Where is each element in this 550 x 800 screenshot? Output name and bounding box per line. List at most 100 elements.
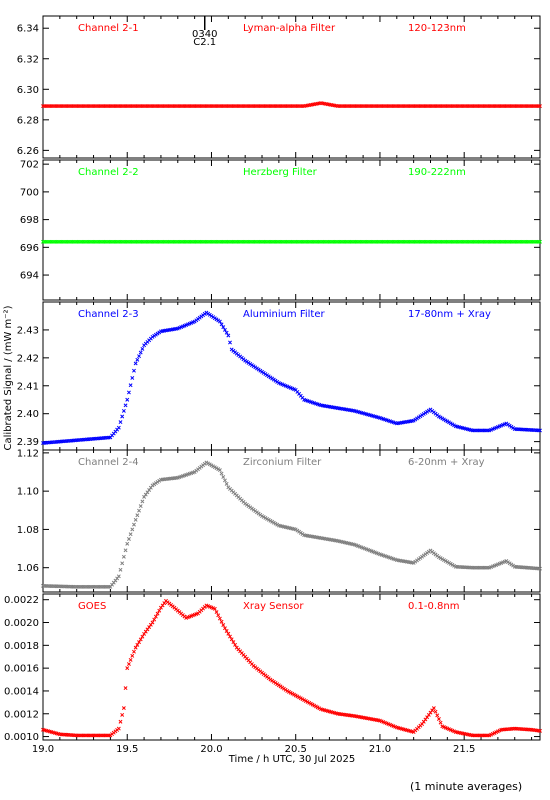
panel-filter-label: Aluminium Filter <box>243 309 326 320</box>
y-tick-label: 2.42 <box>17 353 39 364</box>
data-point <box>138 637 143 642</box>
data-point <box>226 333 231 338</box>
y-tick-label: 0.0010 <box>4 732 39 743</box>
panel-channel-label: Channel 2-1 <box>78 23 139 34</box>
y-tick-label: 0.0022 <box>4 595 39 606</box>
data-point <box>150 620 155 625</box>
panel-filter-label: Herzberg Filter <box>243 167 318 178</box>
data-point <box>121 554 126 559</box>
data-point <box>431 706 436 711</box>
data-point <box>153 614 158 619</box>
y-tick-label: 698 <box>20 215 39 226</box>
data-point <box>138 350 143 355</box>
data-point <box>120 414 125 419</box>
data-point <box>138 504 143 509</box>
data-point <box>118 719 123 724</box>
data-point <box>228 634 232 639</box>
y-tick-label: 702 <box>20 160 39 171</box>
panel-band-label: 0.1-0.8nm <box>408 601 460 612</box>
data-point <box>224 330 229 335</box>
data-point <box>221 623 226 627</box>
data-point <box>121 706 126 711</box>
y-tick-label: 6.28 <box>17 115 39 126</box>
data-point <box>538 728 542 733</box>
data-point <box>217 468 222 473</box>
data-point <box>135 513 140 518</box>
data-point <box>116 574 121 579</box>
panel-band-label: 120-123nm <box>408 23 466 34</box>
data-point <box>125 666 130 671</box>
data-point <box>212 606 217 611</box>
data-point <box>231 640 236 645</box>
y-tick-label: 700 <box>20 187 39 198</box>
data-point <box>126 662 131 666</box>
x-tick-label: 20.5 <box>285 744 307 755</box>
y-tick-label: 0.0016 <box>4 664 39 675</box>
data-point <box>123 403 128 408</box>
data-point <box>157 608 162 613</box>
data-point <box>128 657 133 662</box>
y-tick-label: 0.0014 <box>4 686 39 697</box>
panel-band-label: 6-20nm + Xray <box>408 457 485 468</box>
data-point <box>123 548 128 553</box>
y-tick-label: 694 <box>20 271 39 282</box>
data-point <box>128 532 133 537</box>
panel-channel-label: GOES <box>78 601 106 612</box>
y-tick-label: 0.0018 <box>4 641 39 652</box>
x-tick-label: 21.5 <box>453 744 475 755</box>
data-point <box>137 640 141 645</box>
data-point <box>224 629 229 633</box>
y-tick-label: 696 <box>20 243 39 254</box>
y-tick-label: 2.43 <box>17 325 39 336</box>
data-point <box>125 541 130 546</box>
data-point <box>135 357 140 362</box>
data-point <box>140 634 145 639</box>
y-tick-label: 0.0012 <box>4 709 39 720</box>
data-point <box>128 383 133 388</box>
y-tick-label: 2.41 <box>17 381 39 392</box>
data-point <box>116 726 121 731</box>
data-point <box>137 508 141 513</box>
flare-marker-time: 0340 <box>192 29 217 40</box>
flare-marker-class: C2.1 <box>193 37 216 48</box>
data-point <box>233 642 238 647</box>
panel-channel-label: Channel 2-4 <box>78 457 139 468</box>
data-point <box>152 617 157 622</box>
y-axis-label: Calibrated Signal / (mW m⁻²) <box>3 305 14 450</box>
data-point <box>538 239 542 244</box>
data-point <box>217 319 222 324</box>
data-point <box>135 642 140 647</box>
y-tick-label: 0.0020 <box>4 618 39 629</box>
data-series <box>41 239 542 244</box>
panel-filter-label: Xray Sensor <box>243 601 304 612</box>
panel-channel-label: Channel 2-3 <box>78 309 139 320</box>
data-point <box>132 649 136 654</box>
data-series <box>41 101 542 109</box>
data-point <box>120 712 125 717</box>
panel-frame <box>42 159 541 301</box>
data-point <box>123 686 128 691</box>
data-point <box>130 376 135 380</box>
data-point <box>221 325 226 330</box>
data-point <box>222 478 227 483</box>
y-tick-label: 1.08 <box>17 525 39 536</box>
data-point <box>438 720 443 725</box>
data-point <box>140 499 145 504</box>
data-point <box>538 566 542 571</box>
data-point <box>132 522 136 527</box>
panel-band-label: 17-80nm + Xray <box>408 309 491 320</box>
panel-band-label: 190-222nm <box>408 167 466 178</box>
panel-frame <box>42 15 541 159</box>
data-point <box>538 104 542 109</box>
data-point <box>133 517 138 522</box>
averaging-note: (1 minute averages) <box>410 780 523 793</box>
data-point <box>221 475 226 479</box>
y-tick-label: 2.39 <box>17 437 39 448</box>
data-point <box>436 717 441 721</box>
data-point <box>214 610 219 615</box>
data-point <box>538 428 542 433</box>
data-point <box>226 631 231 636</box>
panel-filter-label: Zirconium Filter <box>243 457 322 468</box>
data-point <box>121 408 126 413</box>
